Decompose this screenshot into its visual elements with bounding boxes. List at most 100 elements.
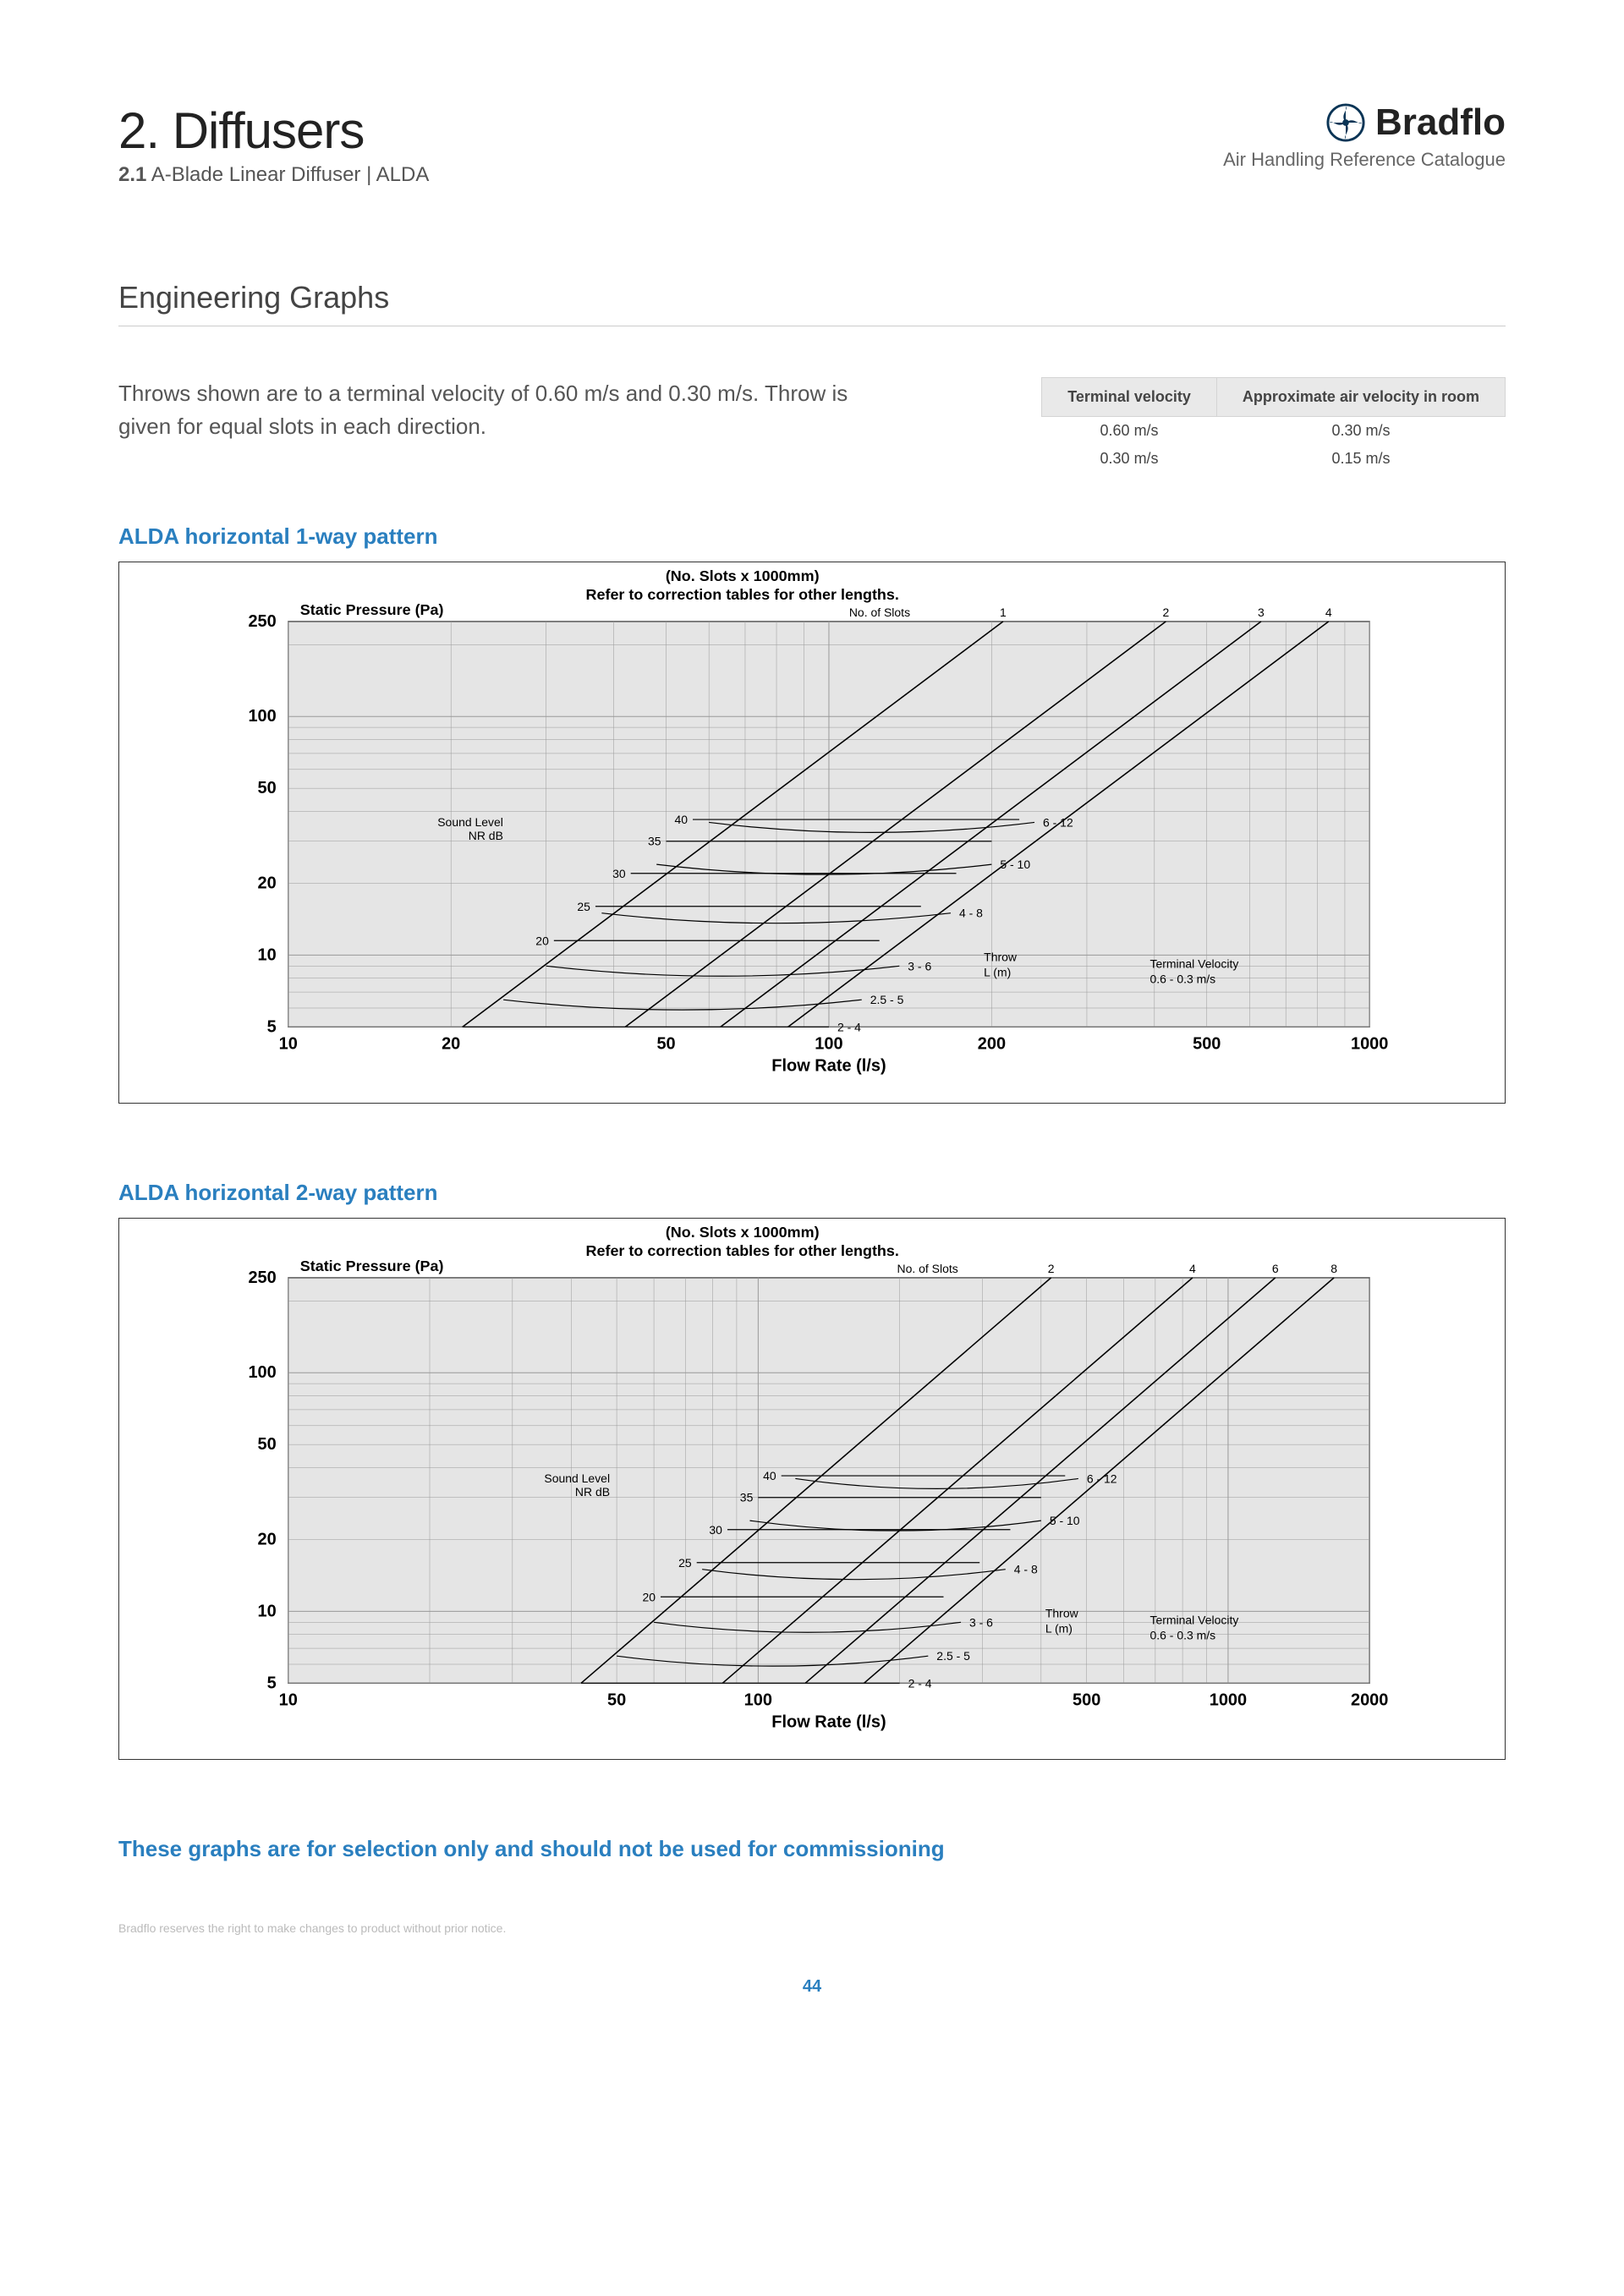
brand-fan-icon (1326, 103, 1365, 142)
page-subtitle: 2.1 A-Blade Linear Diffuser | ALDA (118, 163, 429, 187)
svg-text:6: 6 (1272, 1262, 1279, 1275)
page-header: 2. Diffusers 2.1 A-Blade Linear Diffuser… (118, 101, 1506, 187)
svg-text:30: 30 (709, 1523, 722, 1537)
svg-text:35: 35 (648, 835, 661, 848)
svg-text:2000: 2000 (1351, 1691, 1388, 1710)
svg-text:Static Pressure (Pa): Static Pressure (Pa) (300, 601, 444, 618)
subtitle-rest: A-Blade Linear Diffuser | ALDA (146, 163, 429, 186)
svg-text:6 - 12: 6 - 12 (1087, 1472, 1117, 1486)
svg-text:10: 10 (279, 1691, 298, 1710)
svg-text:3: 3 (1258, 606, 1265, 619)
svg-text:Static Pressure (Pa): Static Pressure (Pa) (300, 1258, 444, 1274)
header-left: 2. Diffusers 2.1 A-Blade Linear Diffuser… (118, 101, 429, 187)
svg-text:L (m): L (m) (1045, 1622, 1073, 1636)
svg-text:100: 100 (248, 707, 276, 726)
svg-text:40: 40 (763, 1469, 776, 1482)
svg-text:0.6 - 0.3 m/s: 0.6 - 0.3 m/s (1150, 1629, 1216, 1642)
svg-text:1: 1 (1000, 606, 1007, 619)
svg-text:2.5 - 5: 2.5 - 5 (936, 1649, 970, 1663)
svg-text:Refer to correction tables for: Refer to correction tables for other len… (585, 586, 898, 603)
engineering-chart: 51020501002501020501002005001000Flow Rat… (119, 562, 1505, 1103)
chart-frame: 5102050100250105010050010002000Flow Rate… (118, 1218, 1506, 1760)
svg-text:4: 4 (1325, 606, 1332, 619)
svg-text:3 - 6: 3 - 6 (969, 1616, 993, 1630)
subtitle-bold: 2.1 (118, 163, 146, 186)
svg-text:250: 250 (248, 612, 276, 631)
svg-text:100: 100 (744, 1691, 772, 1710)
svg-text:Throw: Throw (984, 950, 1018, 963)
svg-text:8: 8 (1330, 1262, 1337, 1275)
svg-text:50: 50 (258, 779, 277, 797)
table-cell: 0.30 m/s (1042, 445, 1217, 473)
svg-text:Terminal Velocity: Terminal Velocity (1150, 1614, 1239, 1627)
svg-text:200: 200 (978, 1034, 1006, 1053)
svg-text:3 - 6: 3 - 6 (908, 959, 931, 973)
svg-text:2: 2 (1048, 1262, 1055, 1275)
svg-text:50: 50 (258, 1435, 277, 1454)
fineprint: Bradflo reserves the right to make chang… (118, 1921, 1506, 1935)
svg-text:NR dB: NR dB (469, 829, 503, 842)
svg-text:20: 20 (535, 934, 549, 947)
svg-text:250: 250 (248, 1269, 276, 1287)
svg-text:30: 30 (612, 867, 626, 880)
svg-text:50: 50 (607, 1691, 626, 1710)
svg-text:35: 35 (740, 1491, 754, 1504)
svg-text:4 - 8: 4 - 8 (959, 907, 983, 920)
svg-text:10: 10 (258, 945, 277, 964)
svg-text:5 - 10: 5 - 10 (1050, 1514, 1080, 1527)
svg-text:Terminal Velocity: Terminal Velocity (1150, 956, 1239, 970)
section-title: Engineering Graphs (118, 280, 1506, 315)
svg-text:0.6 - 0.3 m/s: 0.6 - 0.3 m/s (1150, 972, 1216, 985)
page-title: 2. Diffusers (118, 101, 429, 160)
svg-text:25: 25 (577, 900, 590, 913)
intro-row: Throws shown are to a terminal velocity … (118, 377, 1506, 473)
svg-text:2 - 4: 2 - 4 (908, 1677, 932, 1690)
table-cell: 0.15 m/s (1216, 445, 1505, 473)
svg-text:5: 5 (267, 1017, 277, 1036)
svg-text:2.5 - 5: 2.5 - 5 (870, 993, 904, 1006)
svg-text:Refer to correction tables for: Refer to correction tables for other len… (585, 1242, 898, 1259)
svg-text:40: 40 (674, 813, 688, 826)
svg-text:L (m): L (m) (984, 965, 1011, 978)
engineering-chart: 5102050100250105010050010002000Flow Rate… (119, 1219, 1505, 1759)
table-header: Approximate air velocity in room (1216, 378, 1505, 417)
brand-tagline: Air Handling Reference Catalogue (1223, 149, 1506, 171)
svg-text:Flow Rate (l/s): Flow Rate (l/s) (771, 1056, 886, 1075)
svg-text:20: 20 (258, 1531, 277, 1549)
svg-text:100: 100 (248, 1363, 276, 1382)
svg-text:25: 25 (678, 1556, 692, 1570)
svg-text:Flow Rate (l/s): Flow Rate (l/s) (771, 1712, 886, 1731)
svg-text:500: 500 (1193, 1034, 1221, 1053)
svg-text:10: 10 (258, 1603, 277, 1621)
svg-text:5: 5 (267, 1674, 277, 1693)
chart-title: ALDA horizontal 1-way pattern (118, 523, 1506, 550)
intro-text: Throws shown are to a terminal velocity … (118, 377, 897, 443)
svg-text:4: 4 (1189, 1262, 1196, 1275)
svg-text:Throw: Throw (1045, 1607, 1079, 1620)
svg-text:Sound Level: Sound Level (437, 815, 503, 829)
table-header: Terminal velocity (1042, 378, 1217, 417)
svg-text:500: 500 (1073, 1691, 1100, 1710)
brand-name: Bradflo (1375, 101, 1506, 144)
svg-text:No. of Slots: No. of Slots (849, 606, 910, 619)
selection-note: These graphs are for selection only and … (118, 1836, 1506, 1862)
svg-text:6 - 12: 6 - 12 (1043, 815, 1073, 829)
svg-text:20: 20 (642, 1590, 656, 1603)
svg-text:Sound Level: Sound Level (544, 1471, 610, 1485)
chart-block: ALDA horizontal 1-way pattern51020501002… (118, 523, 1506, 1104)
svg-text:2 - 4: 2 - 4 (837, 1020, 861, 1033)
svg-text:1000: 1000 (1210, 1691, 1247, 1710)
velocity-table: Terminal velocityApproximate air velocit… (1041, 377, 1506, 473)
header-right: Bradflo Air Handling Reference Catalogue (1223, 101, 1506, 171)
svg-text:20: 20 (442, 1034, 460, 1053)
svg-text:100: 100 (815, 1034, 842, 1053)
svg-text:5 - 10: 5 - 10 (1000, 858, 1030, 871)
chart-title: ALDA horizontal 2-way pattern (118, 1180, 1506, 1206)
svg-text:NR dB: NR dB (575, 1485, 610, 1499)
svg-text:(No. Slots x 1000mm): (No. Slots x 1000mm) (666, 567, 820, 584)
chart-block: ALDA horizontal 2-way pattern51020501002… (118, 1180, 1506, 1760)
page-number: 44 (118, 1977, 1506, 1997)
brand-row: Bradflo (1223, 101, 1506, 144)
svg-text:50: 50 (656, 1034, 675, 1053)
svg-text:10: 10 (279, 1034, 298, 1053)
